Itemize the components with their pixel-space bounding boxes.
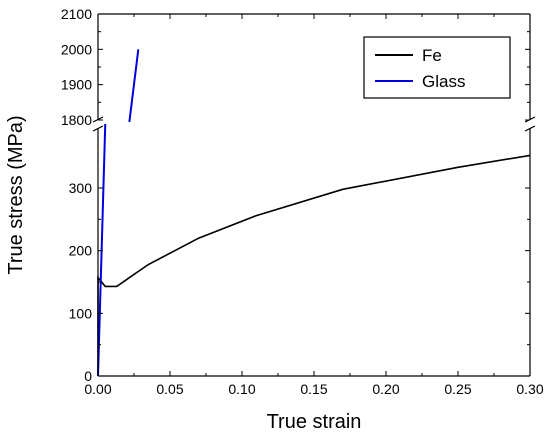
x-tick-label: 0.10 bbox=[228, 381, 255, 397]
x-tick-label: 0.25 bbox=[444, 381, 471, 397]
x-tick-label: 0.30 bbox=[516, 381, 543, 397]
x-tick-label: 0.00 bbox=[84, 381, 111, 397]
glass-line-lower bbox=[97, 123, 107, 377]
y-tick-label: 300 bbox=[69, 180, 93, 196]
x-tick-label: 0.05 bbox=[156, 381, 183, 397]
y-tick-label: 100 bbox=[69, 305, 93, 321]
legend: Fe Glass bbox=[363, 36, 511, 99]
axis-break-mark-left-lower bbox=[92, 125, 104, 132]
x-axis-title: True strain bbox=[267, 411, 362, 433]
y-axis-title: True stress (MPa) bbox=[5, 115, 27, 274]
y-tick-label: 1900 bbox=[61, 77, 92, 93]
y-tick-label: 200 bbox=[69, 243, 93, 259]
x-tick-label: 0.15 bbox=[300, 381, 327, 397]
y-tick-label: 2000 bbox=[61, 41, 92, 57]
plot-layer bbox=[97, 49, 531, 377]
x-tick-label: 0.20 bbox=[372, 381, 399, 397]
fe-line bbox=[97, 154, 531, 376]
y-tick-label: 1800 bbox=[61, 112, 92, 128]
glass-line-upper bbox=[128, 49, 140, 123]
legend-label-fe: Fe bbox=[422, 46, 442, 65]
axis-break-mark-right-lower bbox=[524, 125, 536, 132]
y-tick-label: 2100 bbox=[61, 6, 92, 22]
y-tick-label: 0 bbox=[84, 368, 92, 384]
axes-layer: 0.00 0.05 0.10 0.15 0.20 0.25 0.30 0 100 200 300 18… bbox=[61, 6, 544, 397]
legend-box bbox=[363, 36, 511, 99]
legend-label-glass: Glass bbox=[422, 72, 465, 91]
